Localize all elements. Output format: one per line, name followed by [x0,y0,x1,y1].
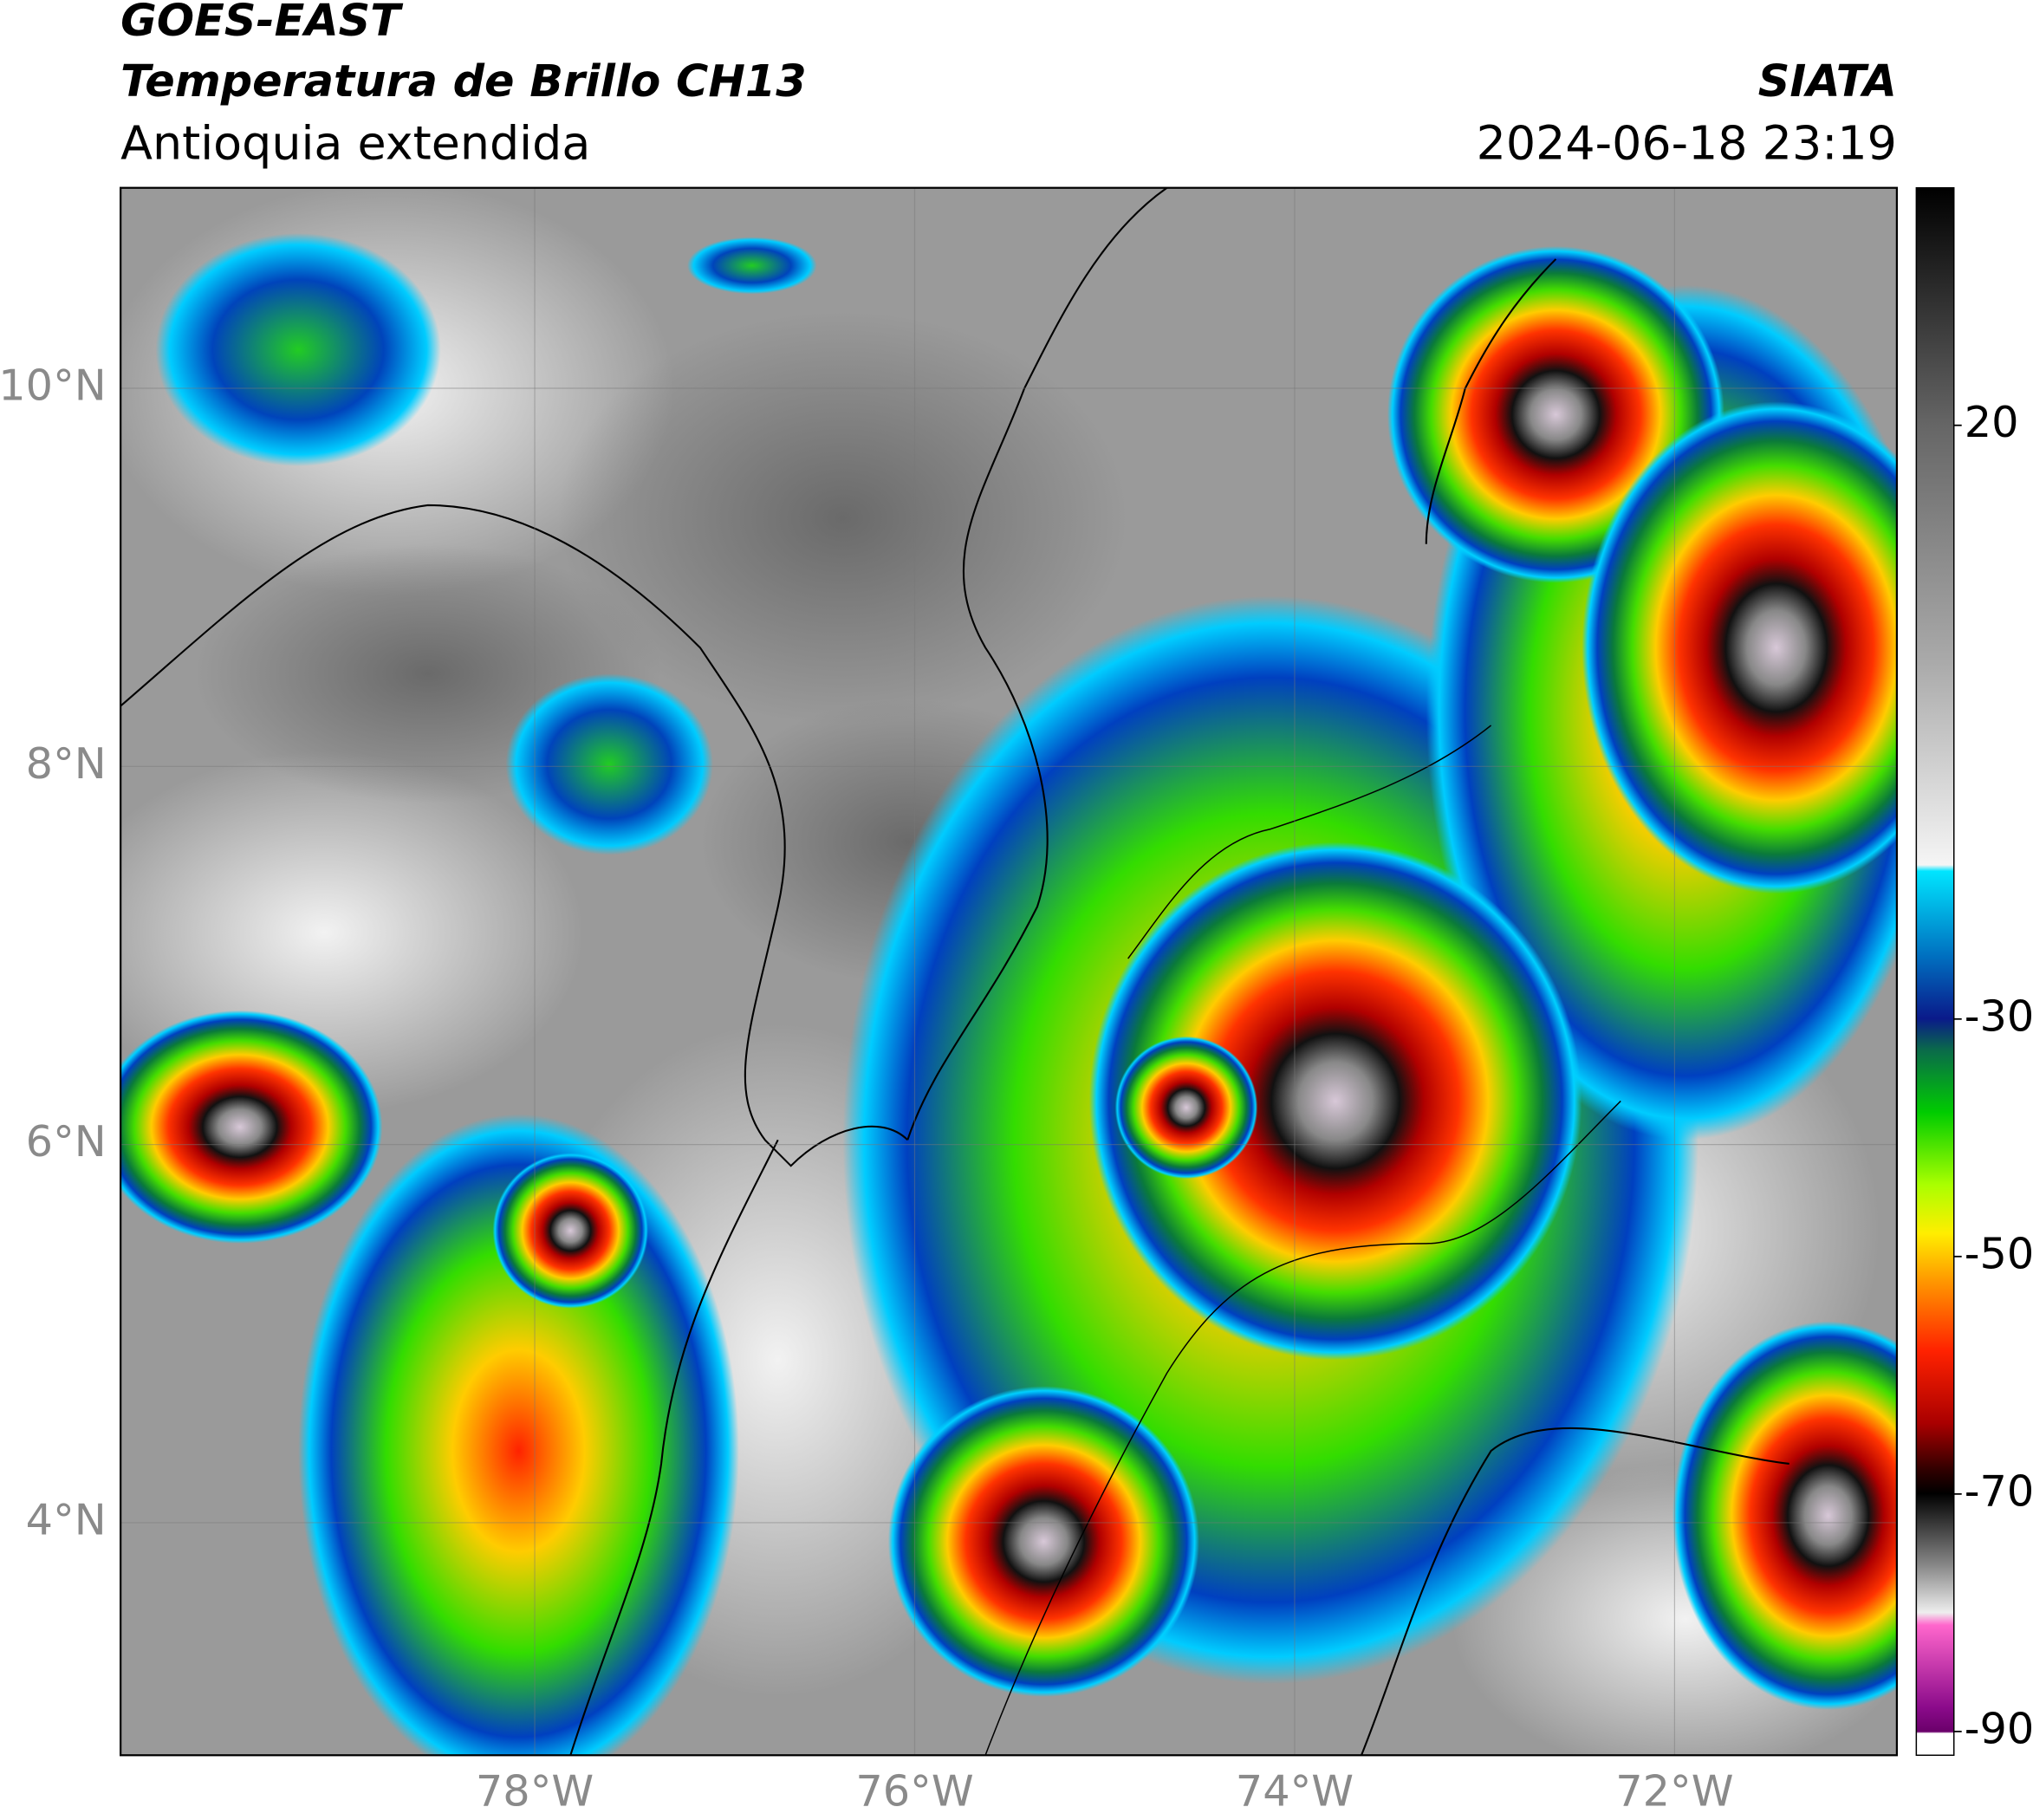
grid [120,187,1897,1756]
storm-core [887,1386,1199,1698]
x-tick-label: 78°W [476,1766,594,1817]
satellite-title: GOES-EAST [120,0,404,46]
y-tick-label: 10°N [0,360,107,410]
admin-lines [984,725,1621,1756]
cloud-cold [155,233,441,467]
storm-core [1088,842,1582,1361]
product-title: Temperatura de Brillo CH13 [120,55,807,107]
x-tick-label: 72°W [1615,1766,1733,1817]
border-lines [120,187,1789,1756]
cloud-cold [686,237,817,295]
storm-core [1582,401,1897,894]
region-subtitle: Antioquia extendida [120,116,590,171]
y-tick-label: 4°N [26,1494,107,1544]
x-tick-label: 74°W [1236,1766,1354,1817]
cloud-dark [557,310,1128,726]
cloud-cold [505,673,713,855]
storm-core [1114,1036,1258,1180]
colorbar [1915,186,1955,1757]
colorbar-tick-label: -50 [1965,1228,2033,1278]
map-frame [120,186,1899,1757]
colorbar-tick-label: -90 [1965,1703,2033,1753]
colorbar-tick-label: 20 [1965,397,2019,447]
x-tick-label: 76°W [855,1766,973,1817]
storm-core [120,1010,383,1244]
storm-core [492,1153,649,1309]
satellite-image [120,187,1897,1756]
datetime-label: 2024-06-18 23:19 [1477,116,1897,171]
colorbar-tick-label: -70 [1965,1466,2033,1516]
colorbar-tick-label: -30 [1965,991,2033,1041]
agency-label: SIATA [1758,55,1897,107]
y-tick-label: 8°N [26,738,107,789]
storm-core [1673,1321,1897,1710]
y-tick-label: 6°N [26,1116,107,1167]
